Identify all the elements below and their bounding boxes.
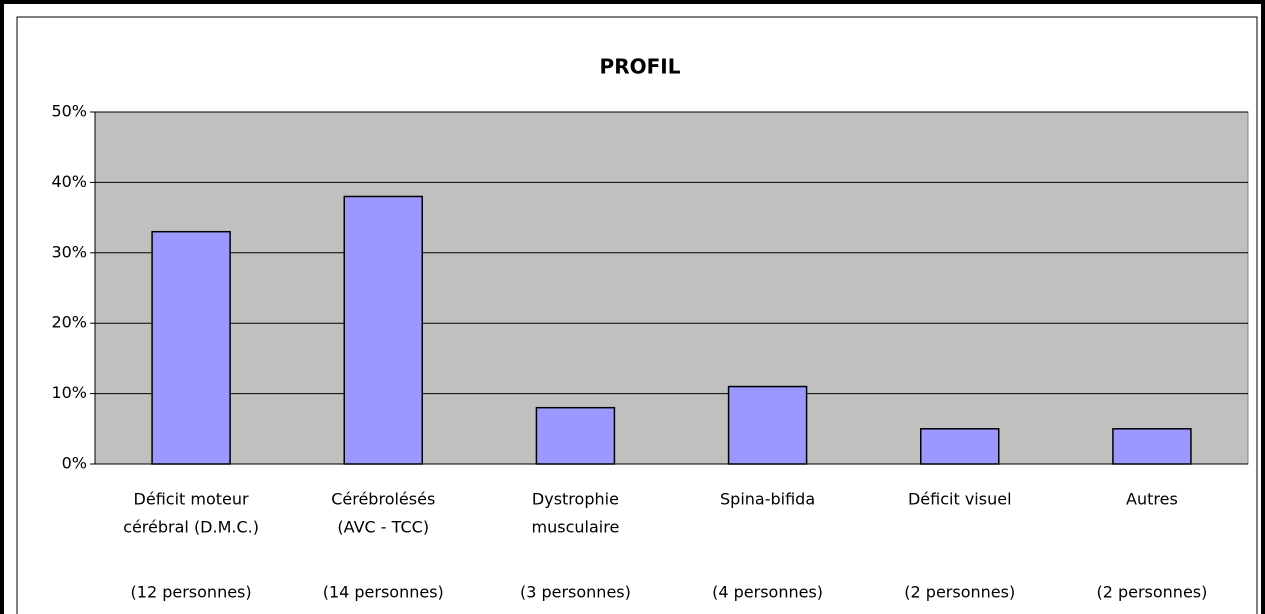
x-tick-label: (3 personnes) bbox=[520, 583, 631, 602]
y-tick-label: 30% bbox=[51, 242, 87, 261]
bar bbox=[1112, 428, 1192, 465]
x-tick-label: (4 personnes) bbox=[712, 583, 823, 602]
x-tick-label: (2 personnes) bbox=[904, 583, 1015, 602]
x-tick-label: Spina-bifida bbox=[720, 490, 815, 509]
x-tick-label: (14 personnes) bbox=[323, 583, 444, 602]
bar bbox=[920, 428, 1000, 465]
x-tick-label: (12 personnes) bbox=[131, 583, 252, 602]
x-tick-label: Dystrophie bbox=[532, 490, 619, 509]
bar bbox=[727, 385, 808, 465]
y-tick-label: 50% bbox=[51, 102, 87, 121]
inner-frame bbox=[16, 16, 1258, 614]
x-tick-label: (AVC - TCC) bbox=[337, 518, 429, 537]
bar bbox=[151, 230, 231, 465]
y-tick-label: 10% bbox=[51, 383, 87, 402]
x-tick-label: cérébral (D.M.C.) bbox=[123, 518, 259, 537]
x-tick-label: Déficit moteur bbox=[134, 490, 249, 509]
x-tick-label: Cérébrolésés bbox=[331, 490, 435, 509]
bar bbox=[535, 406, 616, 465]
y-tick-label: 0% bbox=[62, 454, 87, 473]
x-tick-label: Déficit visuel bbox=[908, 490, 1012, 509]
plot-area bbox=[94, 111, 1249, 465]
y-tick-label: 40% bbox=[51, 172, 87, 191]
chart-title: PROFIL bbox=[600, 55, 681, 79]
y-tick-label: 20% bbox=[51, 313, 87, 332]
x-tick-label: Autres bbox=[1126, 490, 1178, 509]
bar bbox=[343, 195, 423, 465]
x-tick-label: musculaire bbox=[532, 518, 620, 537]
x-tick-label: (2 personnes) bbox=[1096, 583, 1207, 602]
